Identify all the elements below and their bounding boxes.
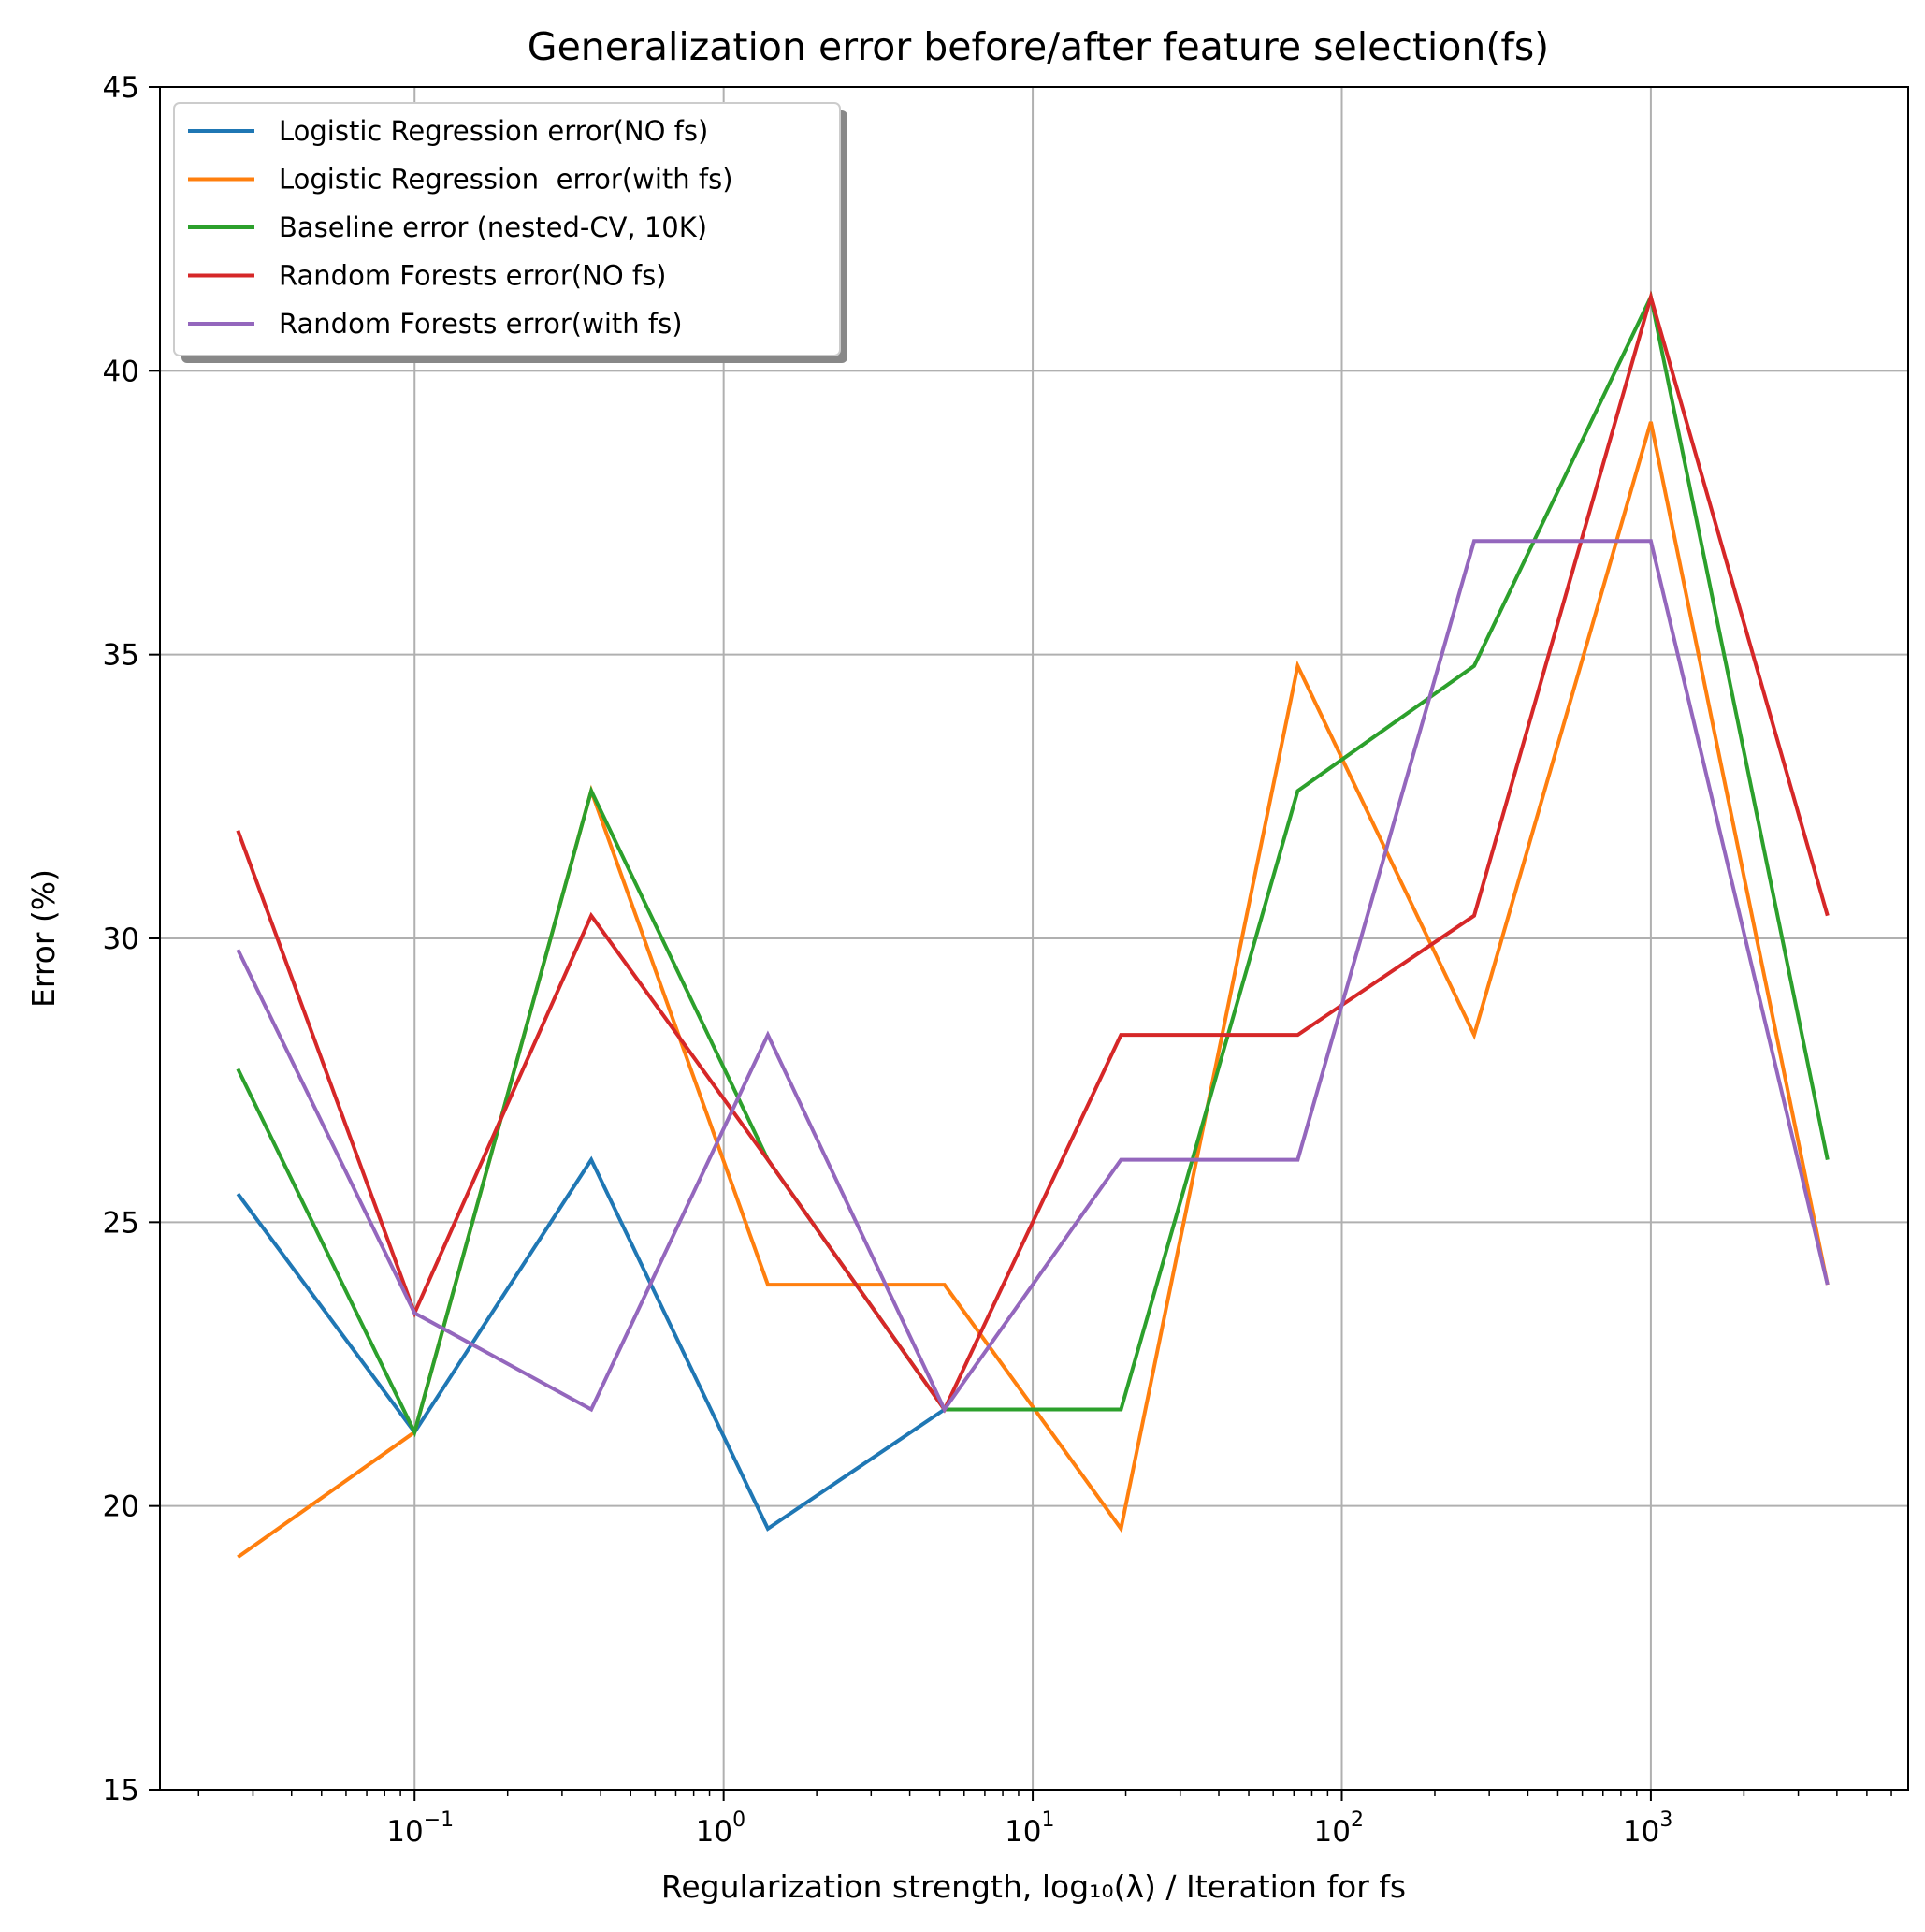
legend-label-4: Random Forests error(NO fs) [279, 260, 667, 292]
chart-title: Generalization error before/after featur… [528, 24, 1549, 69]
y-tick-label: 15 [103, 1774, 139, 1808]
x-tick-base: 10 [1005, 1815, 1041, 1849]
legend-label-2: Logistic Regression error(with fs) [279, 164, 733, 196]
y-tick-label: 30 [103, 922, 139, 956]
series-line-5 [236, 539, 1830, 1414]
y-tick-label: 45 [103, 71, 139, 105]
legend-label-3: Baseline error (nested-CV, 10K) [279, 211, 707, 243]
y-tick-label: 35 [103, 639, 139, 673]
x-tick-label: 100 [696, 1809, 745, 1849]
y-axis-label: Error (%) [25, 869, 62, 1008]
x-tick-label: 103 [1623, 1809, 1672, 1849]
legend-box [173, 102, 841, 356]
series-line-4 [236, 290, 1830, 1414]
x-tick-exponent: −1 [424, 1809, 454, 1832]
x-tick-base: 10 [1623, 1815, 1659, 1849]
x-tick-exponent: 0 [732, 1809, 745, 1832]
y-tick-label: 40 [103, 355, 139, 388]
x-tick-exponent: 1 [1042, 1809, 1055, 1832]
x-tick-exponent: 2 [1351, 1809, 1364, 1832]
x-tick-base: 10 [1314, 1815, 1351, 1849]
x-tick-base: 10 [386, 1815, 423, 1849]
legend: Logistic Regression error(NO fs) Logistic… [173, 102, 847, 363]
x-axis-label: Regularization strength, log₁₀(λ) / Iter… [661, 1868, 1406, 1905]
legend-label-5: Random Forests error(with fs) [279, 308, 683, 340]
x-tick-exponent: 3 [1659, 1809, 1672, 1832]
y-tick-label: 25 [103, 1206, 139, 1240]
x-tick-base: 10 [696, 1815, 732, 1849]
series-line-1 [236, 1155, 946, 1532]
series-lines [236, 290, 1830, 1559]
x-tick-label: 101 [1005, 1809, 1054, 1849]
legend-label-1: Logistic Regression error(NO fs) [279, 115, 708, 147]
x-tick-label: 102 [1314, 1809, 1364, 1849]
y-tick-label: 20 [103, 1490, 139, 1524]
x-tick-label: 10−1 [386, 1809, 454, 1849]
